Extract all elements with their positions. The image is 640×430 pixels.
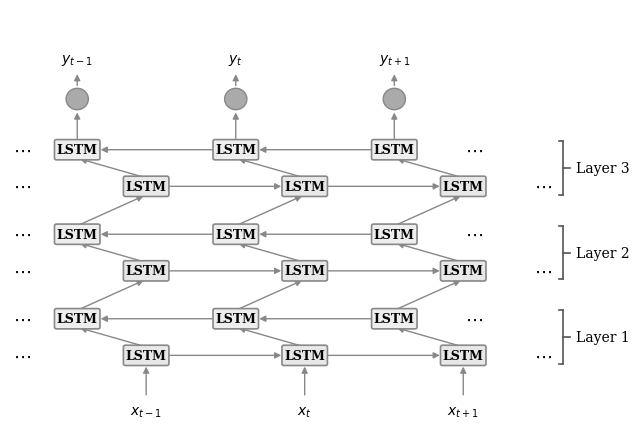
Text: LSTM: LSTM [57,228,98,241]
Text: $\cdots$: $\cdots$ [13,178,31,196]
FancyBboxPatch shape [440,345,486,366]
Text: LSTM: LSTM [57,313,98,326]
Text: $\cdots$: $\cdots$ [465,226,483,244]
FancyBboxPatch shape [124,177,169,197]
Text: $x_t$: $x_t$ [298,405,312,419]
Text: $\cdots$: $\cdots$ [534,178,552,196]
Text: $x_{t-1}$: $x_{t-1}$ [131,405,162,419]
FancyBboxPatch shape [282,345,328,366]
Text: LSTM: LSTM [215,144,256,157]
FancyBboxPatch shape [54,309,100,329]
FancyBboxPatch shape [213,309,259,329]
Ellipse shape [66,89,88,111]
Text: LSTM: LSTM [443,349,484,362]
Text: $x_{t+1}$: $x_{t+1}$ [447,405,479,419]
Text: Layer 1: Layer 1 [575,330,629,344]
Text: $y_{t-1}$: $y_{t-1}$ [61,53,93,68]
Text: $\cdots$: $\cdots$ [13,262,31,280]
FancyBboxPatch shape [54,224,100,245]
Text: LSTM: LSTM [284,265,325,278]
Ellipse shape [383,89,405,111]
Text: Layer 3: Layer 3 [575,162,629,175]
Text: $\cdots$: $\cdots$ [465,141,483,160]
Text: $\cdots$: $\cdots$ [13,347,31,365]
Text: LSTM: LSTM [374,144,415,157]
Text: Layer 2: Layer 2 [575,246,629,260]
Text: LSTM: LSTM [215,313,256,326]
FancyBboxPatch shape [440,177,486,197]
Text: $\cdots$: $\cdots$ [13,310,31,328]
Text: LSTM: LSTM [374,313,415,326]
Text: $\cdots$: $\cdots$ [465,310,483,328]
Text: $\cdots$: $\cdots$ [13,226,31,244]
Text: $y_{t+1}$: $y_{t+1}$ [378,53,410,68]
Text: LSTM: LSTM [284,181,325,194]
FancyBboxPatch shape [124,261,169,281]
Text: LSTM: LSTM [443,265,484,278]
Text: LSTM: LSTM [125,265,166,278]
Text: LSTM: LSTM [215,228,256,241]
FancyBboxPatch shape [213,224,259,245]
FancyBboxPatch shape [54,140,100,160]
FancyBboxPatch shape [372,224,417,245]
Text: LSTM: LSTM [374,228,415,241]
FancyBboxPatch shape [213,140,259,160]
FancyBboxPatch shape [282,261,328,281]
FancyBboxPatch shape [372,140,417,160]
Text: LSTM: LSTM [443,181,484,194]
Text: LSTM: LSTM [125,181,166,194]
FancyBboxPatch shape [282,177,328,197]
Text: LSTM: LSTM [125,349,166,362]
Text: LSTM: LSTM [284,349,325,362]
FancyBboxPatch shape [372,309,417,329]
Text: LSTM: LSTM [57,144,98,157]
Text: $y_t$: $y_t$ [228,53,243,68]
Text: $\cdots$: $\cdots$ [534,347,552,365]
FancyBboxPatch shape [124,345,169,366]
Text: $\cdots$: $\cdots$ [13,141,31,160]
Ellipse shape [225,89,247,111]
FancyBboxPatch shape [440,261,486,281]
Text: $\cdots$: $\cdots$ [534,262,552,280]
